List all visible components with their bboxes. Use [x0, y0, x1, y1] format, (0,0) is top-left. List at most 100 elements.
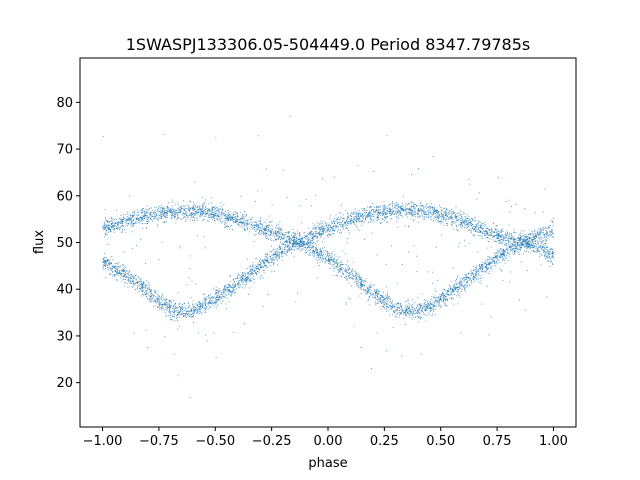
data-point	[216, 300, 218, 302]
data-point	[297, 237, 299, 239]
data-point	[266, 260, 268, 262]
data-point	[320, 256, 322, 258]
data-point	[348, 269, 350, 271]
data-point	[120, 218, 122, 220]
data-point	[352, 220, 354, 222]
data-point	[406, 208, 408, 210]
data-point	[125, 270, 127, 272]
data-point	[437, 211, 439, 212]
data-point	[362, 220, 364, 222]
data-point	[391, 212, 393, 214]
data-point	[507, 260, 509, 261]
data-point	[120, 219, 122, 221]
data-point	[272, 239, 274, 241]
data-point	[297, 230, 298, 232]
data-point	[260, 267, 262, 269]
data-point	[135, 282, 137, 284]
data-point	[424, 218, 426, 220]
data-point	[161, 214, 163, 216]
data-point	[170, 312, 172, 314]
data-point	[551, 251, 553, 252]
data-point	[239, 277, 241, 279]
data-point	[139, 278, 141, 280]
data-point	[259, 266, 261, 268]
data-point	[108, 229, 110, 231]
data-point	[547, 251, 548, 253]
data-point	[371, 209, 373, 211]
data-point	[224, 224, 226, 226]
data-point	[533, 239, 534, 240]
data-point	[157, 225, 159, 227]
data-point	[276, 238, 278, 240]
data-point	[132, 224, 134, 226]
data-point	[153, 213, 155, 214]
data-point	[532, 238, 534, 240]
data-point	[469, 229, 470, 230]
data-point	[271, 259, 273, 261]
data-point	[164, 222, 166, 223]
data-point	[360, 287, 362, 289]
data-point	[493, 257, 495, 259]
data-point	[351, 220, 353, 222]
data-point	[319, 229, 321, 230]
data-point	[320, 228, 322, 230]
data-point	[362, 209, 364, 211]
data-point	[416, 216, 418, 218]
data-point	[541, 246, 543, 248]
data-point	[180, 205, 182, 207]
data-point	[104, 252, 105, 254]
data-point	[471, 217, 473, 219]
data-point	[493, 223, 494, 224]
data-point	[300, 242, 302, 244]
data-point	[119, 273, 120, 275]
data-point	[397, 204, 399, 205]
data-point	[436, 247, 438, 249]
data-point	[411, 215, 413, 216]
data-point	[340, 229, 342, 231]
data-point	[410, 218, 412, 220]
data-point	[415, 207, 417, 209]
data-point	[166, 206, 168, 208]
data-point	[533, 235, 535, 237]
data-point	[503, 236, 505, 238]
data-point	[434, 288, 436, 290]
data-point	[128, 223, 129, 225]
data-point	[456, 213, 458, 215]
data-point	[538, 250, 540, 252]
data-point	[208, 214, 210, 216]
data-point	[407, 208, 409, 210]
data-point	[191, 213, 193, 215]
data-point	[384, 307, 386, 309]
data-point	[160, 216, 162, 218]
data-point	[500, 242, 502, 244]
data-point	[123, 267, 125, 269]
data-point	[193, 204, 195, 206]
data-point	[343, 269, 345, 271]
data-point	[414, 212, 416, 213]
data-point	[354, 213, 356, 215]
data-point	[361, 285, 363, 287]
data-point	[329, 229, 331, 231]
data-point	[420, 310, 422, 312]
data-point	[142, 209, 144, 211]
data-point	[395, 304, 397, 305]
data-point	[493, 236, 494, 238]
data-point	[486, 228, 488, 229]
data-point	[369, 212, 370, 214]
data-point	[177, 208, 179, 210]
data-point	[137, 217, 139, 219]
data-point	[479, 230, 481, 232]
data-point	[487, 234, 489, 236]
data-point	[545, 239, 547, 241]
data-point	[134, 283, 136, 285]
data-point	[320, 220, 322, 222]
data-point	[107, 224, 109, 226]
data-point	[506, 238, 508, 240]
data-point	[389, 204, 391, 206]
data-point	[317, 233, 319, 235]
data-point	[322, 256, 324, 258]
data-point	[160, 296, 162, 298]
data-point	[233, 218, 235, 220]
data-point	[527, 246, 529, 248]
data-point	[130, 214, 132, 216]
